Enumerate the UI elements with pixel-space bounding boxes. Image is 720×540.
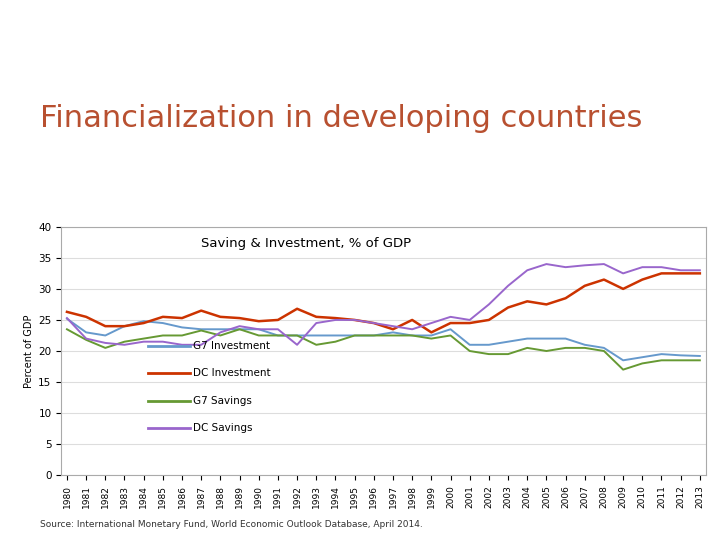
Text: G7 Savings: G7 Savings bbox=[193, 396, 252, 406]
Text: Saving & Investment, % of GDP: Saving & Investment, % of GDP bbox=[201, 237, 411, 249]
Text: DC Investment: DC Investment bbox=[193, 368, 271, 379]
Text: G7 Investment: G7 Investment bbox=[193, 341, 270, 351]
Y-axis label: Percent of GDP: Percent of GDP bbox=[24, 314, 34, 388]
Text: DC Savings: DC Savings bbox=[193, 423, 253, 433]
Text: Source: International Monetary Fund, World Economic Outlook Database, April 2014: Source: International Monetary Fund, Wor… bbox=[40, 520, 423, 529]
Text: Financialization in developing countries: Financialization in developing countries bbox=[40, 104, 642, 133]
